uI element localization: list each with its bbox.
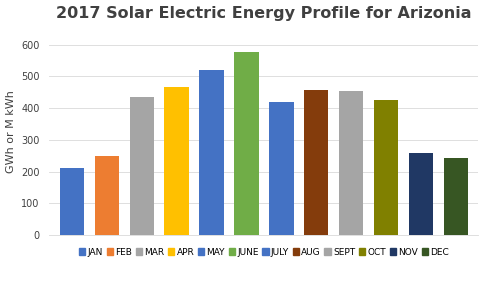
Bar	[234, 53, 258, 235]
Bar	[95, 156, 119, 235]
Bar	[408, 153, 433, 235]
Bar	[199, 70, 224, 235]
Title: 2017 Solar Electric Energy Profile for Arizonia: 2017 Solar Electric Energy Profile for A…	[56, 5, 471, 21]
Bar	[443, 158, 468, 235]
Bar	[165, 87, 189, 235]
Y-axis label: GWh or M kWh: GWh or M kWh	[5, 90, 15, 173]
Legend: JAN, FEB, MAR, APR, MAY, JUNE, JULY, AUG, SEPT, OCT, NOV, DEC: JAN, FEB, MAR, APR, MAY, JUNE, JULY, AUG…	[79, 248, 449, 257]
Bar	[304, 90, 329, 235]
Bar	[374, 100, 398, 235]
Bar	[60, 168, 84, 235]
Bar	[339, 90, 363, 235]
Bar	[130, 97, 154, 235]
Bar	[269, 102, 293, 235]
